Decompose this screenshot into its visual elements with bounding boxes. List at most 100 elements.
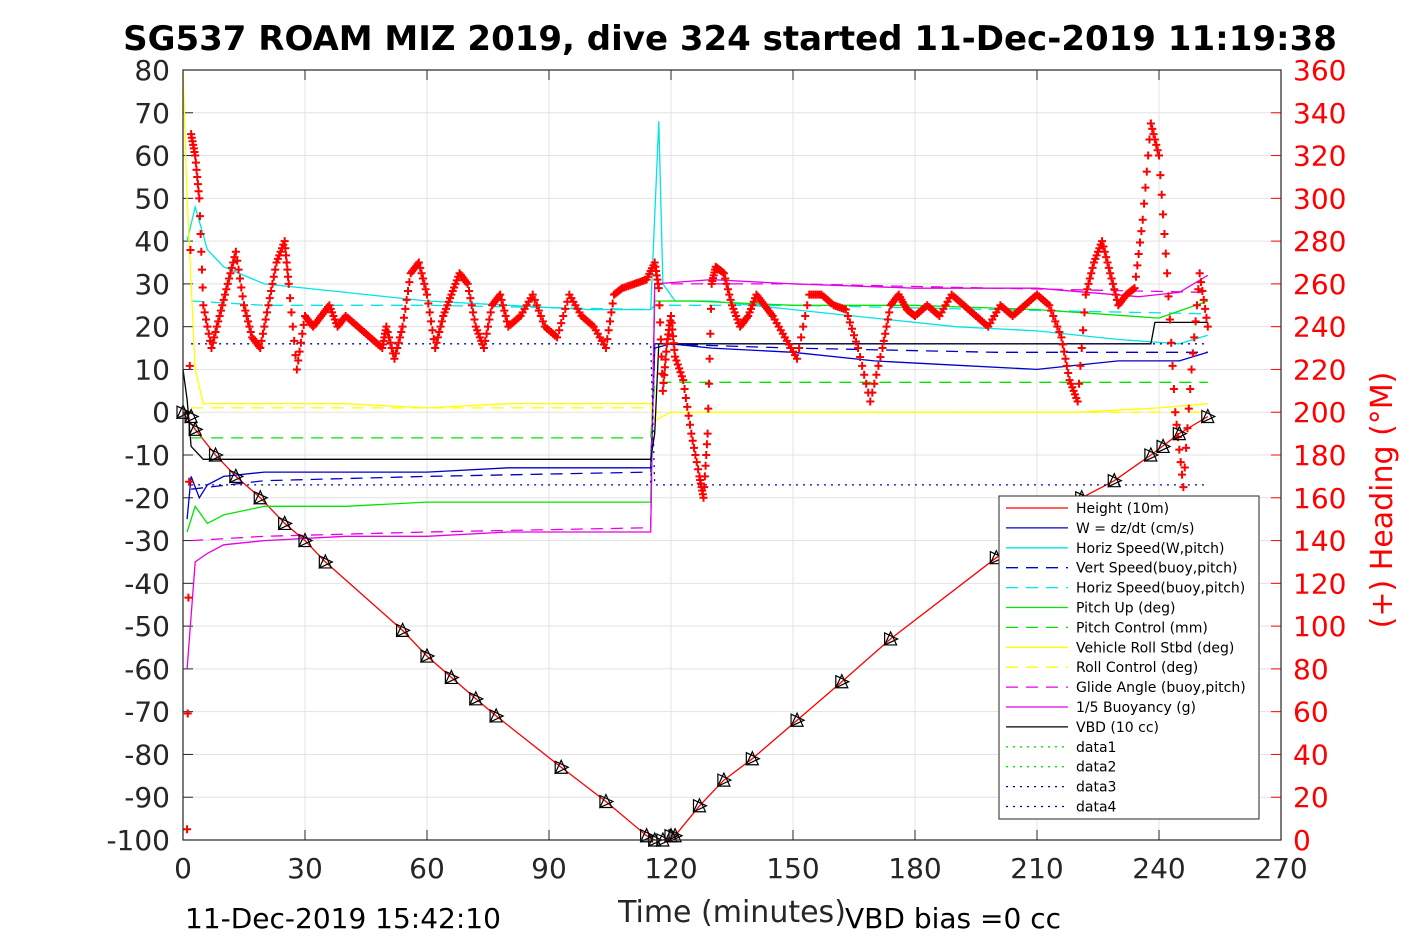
heading-point xyxy=(699,493,708,502)
heading-point xyxy=(191,151,200,160)
heading-point xyxy=(237,283,246,292)
heading-point xyxy=(185,361,194,370)
heading-point xyxy=(660,363,669,372)
triangle-marker xyxy=(188,420,203,436)
heading-point xyxy=(467,301,476,310)
heading-point xyxy=(1198,287,1207,296)
heading-point xyxy=(1062,361,1071,370)
right-tick-label: 0 xyxy=(1293,824,1311,857)
right-tick-label: 300 xyxy=(1293,182,1346,215)
heading-point xyxy=(1055,328,1064,337)
heading-point xyxy=(436,322,445,331)
right-tick-label: 220 xyxy=(1293,353,1346,386)
heading-point xyxy=(1178,470,1187,479)
heading-point xyxy=(1108,279,1117,288)
triangle-marker-right xyxy=(668,828,684,843)
triangle-marker-right xyxy=(1156,439,1172,454)
triangle-marker-right xyxy=(1107,473,1123,488)
heading-point xyxy=(284,279,293,288)
heading-point xyxy=(1175,445,1184,454)
heading-point xyxy=(1084,279,1093,288)
triangle-marker xyxy=(228,467,243,483)
heading-point xyxy=(393,344,402,353)
x-tick-label: 240 xyxy=(1132,852,1185,885)
heading-point xyxy=(211,328,220,337)
heading-point xyxy=(856,352,865,361)
heading-point xyxy=(1140,199,1149,208)
heading-point xyxy=(437,317,446,326)
heading-point xyxy=(1061,354,1070,363)
heading-point xyxy=(399,313,408,322)
heading-point xyxy=(690,443,699,452)
heading-point xyxy=(691,451,700,459)
triangle-marker-right xyxy=(640,828,656,843)
legend-label-4: Horiz Speed(buoy,pitch) xyxy=(1076,581,1245,597)
triangle-marker xyxy=(745,750,760,766)
heading-point xyxy=(198,283,207,292)
heading-point xyxy=(672,356,681,365)
heading-point xyxy=(219,295,228,304)
legend-label-13: data2 xyxy=(1076,760,1116,776)
right-tick-label: 160 xyxy=(1293,482,1346,515)
heading-point xyxy=(1075,379,1084,388)
heading-point xyxy=(719,269,728,278)
triangle-marker-right xyxy=(717,773,733,788)
heading-point xyxy=(718,268,727,277)
heading-point xyxy=(1131,272,1140,281)
heading-point xyxy=(706,304,715,313)
heading-point xyxy=(185,477,194,486)
heading-point xyxy=(722,279,731,288)
heading-point xyxy=(1079,326,1088,335)
left-tick-label: -60 xyxy=(124,653,170,686)
heading-point xyxy=(1159,210,1168,219)
heading-point xyxy=(295,347,304,356)
heading-point xyxy=(425,308,434,317)
heading-point xyxy=(215,311,224,320)
heading-point xyxy=(1137,227,1146,236)
heading-point xyxy=(1182,443,1191,452)
heading-point xyxy=(684,411,693,420)
right-tick-label: 260 xyxy=(1293,268,1346,301)
heading-point xyxy=(1165,315,1174,324)
legend-label-5: Pitch Up (deg) xyxy=(1076,601,1175,617)
heading-point xyxy=(418,274,427,283)
heading-point xyxy=(282,258,291,267)
heading-point xyxy=(687,429,696,438)
x-axis-label: Time (minutes) xyxy=(617,895,846,930)
heading-point xyxy=(606,317,614,326)
triangle-marker xyxy=(468,690,483,706)
legend-label-12: data1 xyxy=(1076,740,1116,756)
heading-point xyxy=(241,306,250,315)
heading-point xyxy=(212,322,221,331)
heading-point xyxy=(885,308,894,317)
heading-point xyxy=(868,388,877,397)
series-line-0 xyxy=(182,411,1209,841)
heading-point xyxy=(702,440,711,449)
x-tick-label: 180 xyxy=(888,852,941,885)
series-line-5 xyxy=(186,300,1209,533)
heading-point xyxy=(660,371,669,380)
heading-point xyxy=(654,284,663,293)
heading-point xyxy=(845,318,854,327)
left-tick-label: 30 xyxy=(134,268,170,301)
heading-point xyxy=(1083,285,1092,294)
heading-point xyxy=(703,429,712,438)
right-tick-label: 100 xyxy=(1293,610,1346,643)
right-tick-label: 140 xyxy=(1293,525,1346,558)
heading-point xyxy=(528,290,537,299)
heading-point xyxy=(882,322,891,331)
left-tick-label: -20 xyxy=(124,482,170,515)
legend-label-11: VBD (10 cc) xyxy=(1076,720,1159,736)
heading-point xyxy=(296,338,305,347)
triangle-marker xyxy=(1200,408,1215,424)
right-axis-ticks: 3603403203002802602402202001801601401201… xyxy=(1271,54,1346,857)
triangle-marker xyxy=(298,532,312,548)
heading-point xyxy=(721,274,730,283)
triangle-marker xyxy=(1143,446,1158,462)
heading-point xyxy=(858,361,867,370)
heading-point xyxy=(1164,292,1173,301)
heading-point xyxy=(675,364,684,373)
left-tick-label: 40 xyxy=(134,225,170,258)
heading-point xyxy=(879,336,888,345)
heading-point xyxy=(210,333,219,342)
